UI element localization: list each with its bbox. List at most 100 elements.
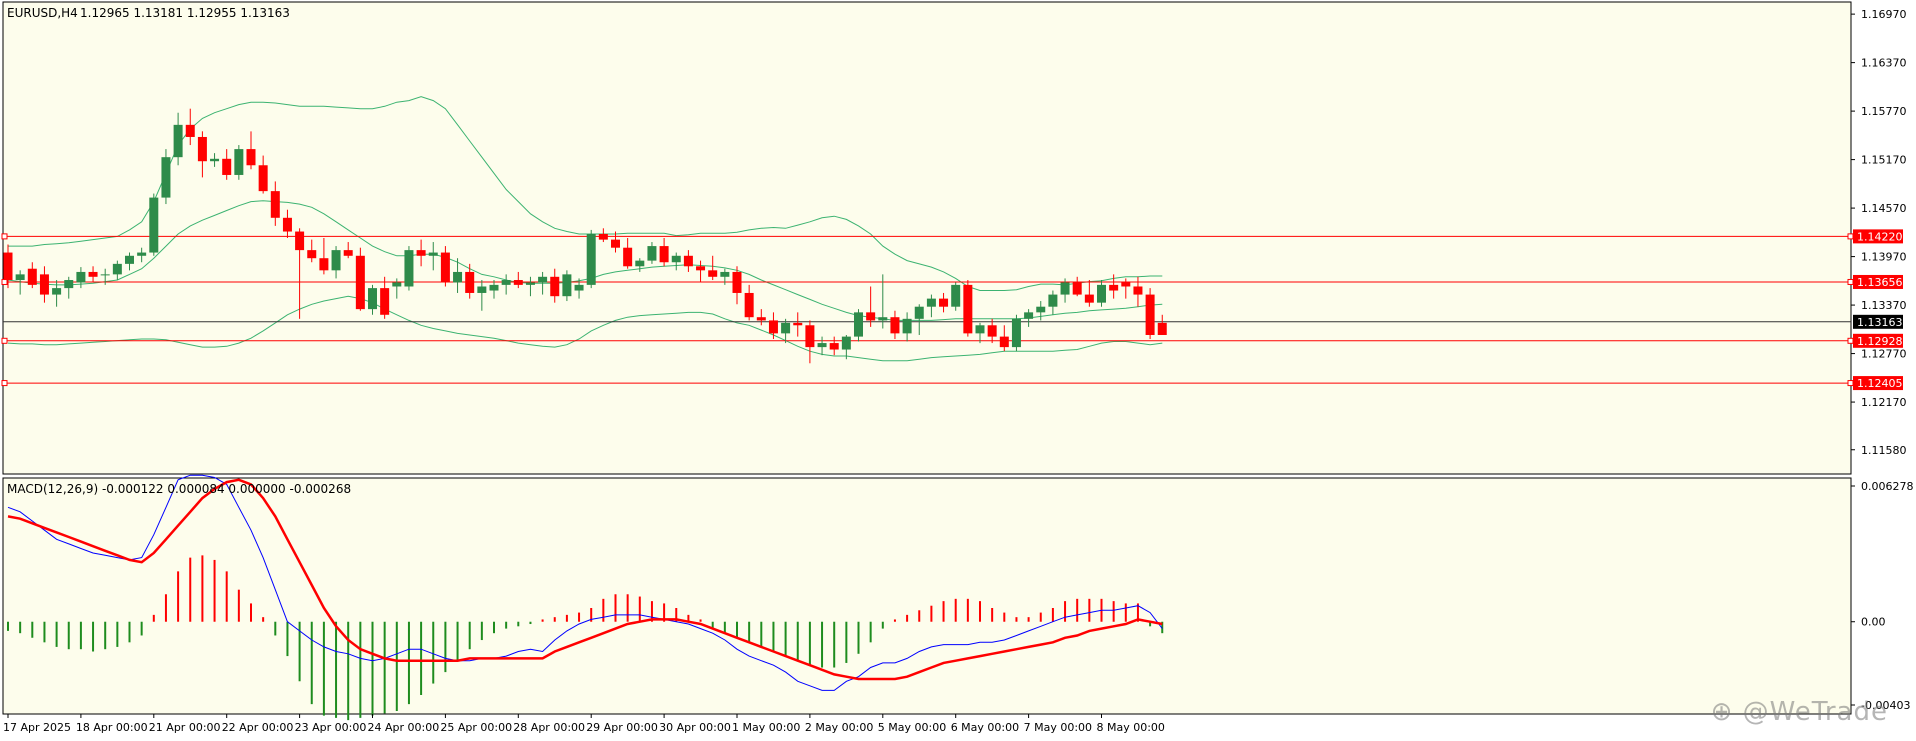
price-level-handle[interactable] bbox=[1847, 233, 1854, 240]
candle-bullish bbox=[137, 252, 147, 256]
candle-bullish bbox=[817, 343, 827, 348]
price-level-tag bbox=[1853, 229, 1903, 244]
price-level-handle[interactable] bbox=[1, 278, 8, 285]
time-axis-label: 5 May 00:00 bbox=[878, 721, 946, 734]
candle-bullish bbox=[453, 271, 463, 283]
macd-label: MACD(12,26,9) -0.000122 0.000084 0.00000… bbox=[7, 482, 351, 496]
candle-bullish bbox=[975, 325, 985, 334]
price-axis-label: 1.12770 bbox=[1861, 348, 1907, 361]
price-panel[interactable] bbox=[2, 1, 1852, 475]
price-level-handle[interactable] bbox=[1847, 278, 1854, 285]
candle-bearish bbox=[708, 270, 718, 277]
candle-bullish bbox=[841, 336, 851, 350]
candle-bearish bbox=[696, 266, 706, 271]
price-level-handle[interactable] bbox=[1, 337, 8, 344]
price-axis-label: 1.13370 bbox=[1861, 299, 1907, 312]
candle-bearish bbox=[866, 312, 876, 321]
macd-panel[interactable] bbox=[2, 477, 1852, 715]
candle-bullish bbox=[914, 306, 924, 319]
price-level-handle[interactable] bbox=[1847, 380, 1854, 387]
candle-bullish bbox=[210, 158, 220, 162]
bollinger-lower-line bbox=[7, 295, 1163, 362]
candle-bullish bbox=[1060, 282, 1070, 295]
candle-bullish bbox=[173, 124, 183, 158]
price-level-handle[interactable] bbox=[1, 233, 8, 240]
candle-bullish bbox=[52, 288, 62, 295]
price-level-tag bbox=[1853, 333, 1903, 348]
price-level-handle[interactable] bbox=[1847, 337, 1854, 344]
watermark-text: @WeTrade bbox=[1742, 697, 1888, 727]
time-axis-label: 8 May 00:00 bbox=[1097, 721, 1165, 734]
candle-bullish bbox=[1036, 306, 1046, 313]
candle-bullish bbox=[149, 197, 159, 253]
candle-bullish bbox=[538, 276, 548, 283]
candle-bullish bbox=[586, 233, 596, 285]
candle-bearish bbox=[611, 239, 620, 248]
macd-axis-label: 0.00 bbox=[1861, 616, 1886, 629]
current-price-label: 1.13163 bbox=[1857, 316, 1903, 329]
candle-bearish bbox=[270, 191, 280, 218]
candle-bearish bbox=[659, 246, 669, 263]
candle-bullish bbox=[635, 260, 645, 267]
candle-bearish bbox=[1084, 294, 1094, 303]
candle-bearish bbox=[222, 158, 232, 175]
time-axis-label: 23 Apr 00:00 bbox=[295, 721, 367, 734]
candle-bearish bbox=[185, 124, 195, 137]
candle-bearish bbox=[39, 274, 49, 295]
price-level-tag bbox=[1853, 376, 1903, 391]
candle-bearish bbox=[1145, 294, 1155, 335]
macd-axis-label: -0.00403 bbox=[1861, 699, 1910, 712]
candle-bullish bbox=[112, 263, 122, 275]
candle-bullish bbox=[878, 317, 888, 321]
candle-bearish bbox=[550, 276, 560, 297]
candle-bullish bbox=[1097, 284, 1106, 303]
candle-bearish bbox=[258, 165, 268, 192]
candle-bullish bbox=[671, 255, 681, 263]
candle-bullish bbox=[1024, 312, 1034, 319]
candle-bullish bbox=[489, 284, 499, 291]
candle-bearish bbox=[355, 255, 365, 310]
candle-bullish bbox=[951, 284, 961, 307]
candle-bullish bbox=[428, 252, 438, 256]
macd-axis-label: 0.006278 bbox=[1861, 480, 1914, 493]
price-axis-label: 1.16970 bbox=[1861, 8, 1907, 21]
macd-main-line bbox=[7, 474, 1163, 691]
candle-bearish bbox=[282, 217, 292, 232]
candle-bearish bbox=[987, 325, 997, 337]
candle-bullish bbox=[64, 280, 74, 289]
watermark-icon: ⊕ bbox=[1710, 697, 1734, 727]
current-price-tag bbox=[1853, 314, 1903, 329]
time-axis-label: 28 Apr 00:00 bbox=[513, 721, 585, 734]
candle-bullish bbox=[15, 274, 25, 281]
candle-bearish bbox=[963, 284, 973, 334]
time-axis-label: 18 Apr 00:00 bbox=[76, 721, 148, 734]
price-level-handle[interactable] bbox=[1, 380, 8, 387]
candle-bearish bbox=[307, 250, 317, 259]
candle-bearish bbox=[440, 252, 450, 283]
candle-bullish bbox=[404, 250, 414, 287]
candle-bullish bbox=[76, 271, 86, 283]
candle-bearish bbox=[890, 317, 900, 334]
candle-bearish bbox=[197, 136, 207, 162]
price-axis-label: 1.11580 bbox=[1861, 444, 1907, 457]
time-axis-label: 1 May 00:00 bbox=[732, 721, 800, 734]
candle-bearish bbox=[683, 255, 693, 267]
time-axis-label: 30 Apr 00:00 bbox=[659, 721, 731, 734]
candle-bullish bbox=[100, 274, 110, 276]
candle-bearish bbox=[1157, 322, 1167, 335]
time-axis-label: 21 Apr 00:00 bbox=[149, 721, 221, 734]
candle-bullish bbox=[781, 322, 791, 334]
candle-bullish bbox=[392, 282, 402, 287]
candle-bearish bbox=[744, 292, 754, 318]
time-axis-label: 7 May 00:00 bbox=[1024, 721, 1092, 734]
candle-bullish bbox=[1048, 294, 1058, 307]
candle-bullish bbox=[574, 284, 584, 291]
price-axis-label: 1.15770 bbox=[1861, 105, 1907, 118]
time-axis-label: 17 Apr 2025 bbox=[3, 721, 71, 734]
candle-bearish bbox=[598, 233, 608, 240]
candle-bearish bbox=[465, 271, 475, 293]
candle-bearish bbox=[793, 322, 803, 326]
candle-bullish bbox=[331, 250, 341, 271]
